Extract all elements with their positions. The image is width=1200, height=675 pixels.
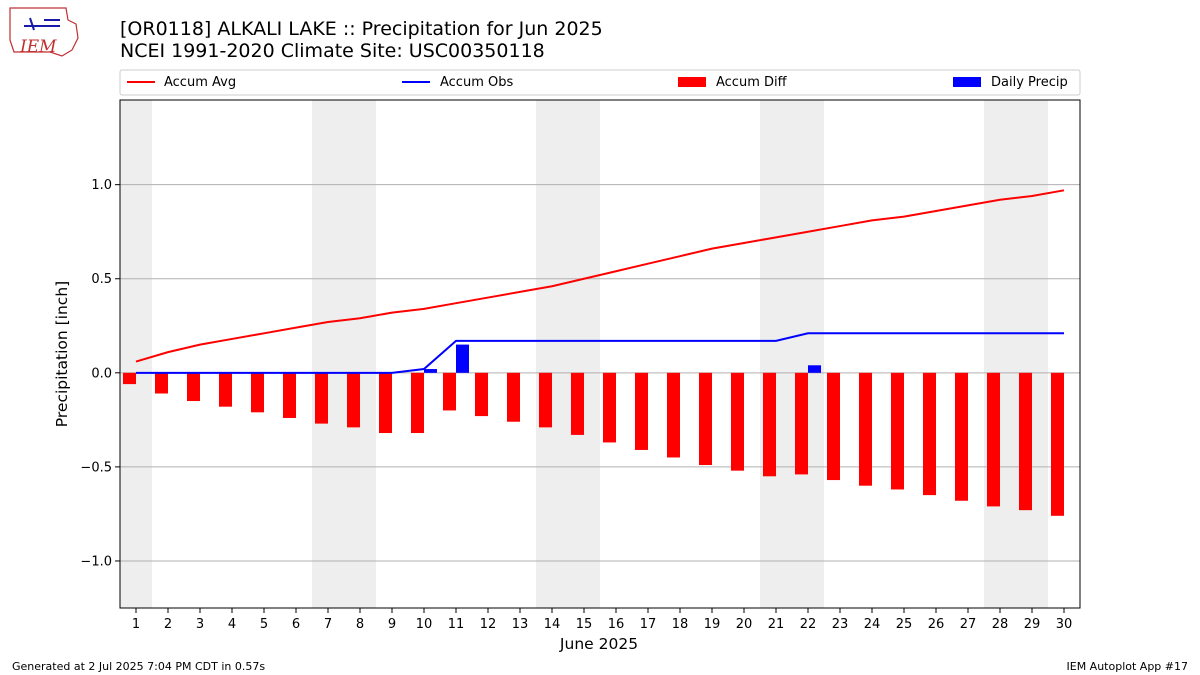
x-tick-label: 4 bbox=[228, 617, 236, 632]
x-tick-label: 17 bbox=[640, 617, 657, 632]
accum-diff-bar bbox=[1051, 372, 1064, 516]
x-tick-label: 7 bbox=[324, 617, 332, 632]
plot-area: −1.0−0.50.00.51.01 2 3 4 5 6 7 8 9 10 11 12 13 14 15 16… bbox=[80, 99, 1081, 632]
accum-diff-bar bbox=[123, 372, 136, 385]
footer-generated: Generated at 2 Jul 2025 7:04 PM CDT in 0… bbox=[12, 660, 265, 673]
daily-precip-bar bbox=[456, 344, 469, 373]
daily-precip-bar bbox=[808, 365, 821, 373]
accum-diff-bar bbox=[475, 372, 488, 417]
x-tick-label: 9 bbox=[388, 617, 396, 632]
weekend-shade bbox=[344, 100, 376, 608]
accum-diff-bar bbox=[859, 372, 872, 486]
legend-label-accum-avg: Accum Avg bbox=[164, 75, 236, 90]
accum-diff-bar bbox=[187, 372, 200, 402]
x-tick-label: 23 bbox=[832, 617, 849, 632]
accum-diff-bar bbox=[731, 372, 744, 471]
chart-title: [OR0118] ALKALI LAKE :: Precipitation fo… bbox=[120, 18, 603, 40]
accum-diff-bar bbox=[1019, 372, 1032, 511]
x-tick-label: 5 bbox=[260, 617, 268, 632]
accum-diff-bar bbox=[219, 372, 232, 407]
x-tick-label: 30 bbox=[1056, 617, 1073, 632]
legend: Accum Avg Accum Obs Accum Diff Daily Pre… bbox=[119, 69, 1081, 96]
accum-obs-line bbox=[136, 332, 1064, 374]
x-tick-label: 20 bbox=[736, 617, 753, 632]
x-tick-label: 29 bbox=[1024, 617, 1041, 632]
accum-diff-bar bbox=[635, 372, 648, 450]
accum-diff-bar bbox=[379, 372, 392, 434]
legend-label-accum-obs: Accum Obs bbox=[440, 75, 513, 90]
x-tick-label: 26 bbox=[928, 617, 945, 632]
weekend-shade bbox=[536, 100, 568, 608]
x-tick-label: 27 bbox=[960, 617, 977, 632]
accum-diff-bar bbox=[283, 372, 296, 418]
x-tick-label: 6 bbox=[292, 617, 300, 632]
x-tick-label: 24 bbox=[864, 617, 881, 632]
x-tick-label: 25 bbox=[896, 617, 913, 632]
x-tick-label: 28 bbox=[992, 617, 1009, 632]
legend-label-accum-diff: Accum Diff bbox=[716, 75, 788, 90]
accum-diff-bar bbox=[507, 372, 520, 422]
x-tick-label: 12 bbox=[480, 617, 497, 632]
x-tick-label: 19 bbox=[704, 617, 721, 632]
x-tick-label: 21 bbox=[768, 617, 785, 632]
y-tick-label: 0.0 bbox=[91, 366, 112, 381]
accum-diff-bar bbox=[539, 372, 552, 428]
x-tick-label: 15 bbox=[576, 617, 593, 632]
x-tick-label: 8 bbox=[356, 617, 364, 632]
y-tick-label: −1.0 bbox=[80, 554, 112, 569]
chart-subtitle: NCEI 1991-2020 Climate Site: USC00350118 bbox=[120, 40, 545, 62]
weekend-shade bbox=[984, 100, 1016, 608]
accum-diff-bar bbox=[155, 372, 168, 394]
weekend-shade bbox=[312, 100, 344, 608]
x-tick-label: 22 bbox=[800, 617, 817, 632]
weekend-shade bbox=[120, 100, 152, 608]
x-tick-label: 13 bbox=[512, 617, 529, 632]
x-tick-label: 14 bbox=[544, 617, 561, 632]
accum-diff-bar bbox=[955, 372, 968, 501]
accum-diff-bar bbox=[699, 372, 712, 466]
accum-diff-bar bbox=[827, 372, 840, 481]
weekend-shade bbox=[792, 100, 824, 608]
accum-diff-bar bbox=[795, 372, 808, 475]
x-tick-label: 2 bbox=[164, 617, 172, 632]
weekend-shade bbox=[568, 100, 600, 608]
accum-diff-bar bbox=[347, 372, 360, 428]
y-tick-label: −0.5 bbox=[80, 460, 112, 475]
accum-diff-bar bbox=[571, 372, 584, 435]
accum-diff-bar bbox=[315, 372, 328, 424]
y-axis-label: Precipitation [inch] bbox=[53, 281, 71, 427]
weekend-shade bbox=[760, 100, 792, 608]
x-tick-label: 10 bbox=[416, 617, 433, 632]
accum-diff-bar bbox=[987, 372, 1000, 507]
footer-app: IEM Autoplot App #17 bbox=[1067, 660, 1189, 673]
legend-swatch-accum-diff bbox=[678, 77, 706, 87]
accum-avg-line bbox=[135, 189, 1065, 363]
accum-diff-bar bbox=[443, 372, 456, 411]
x-tick-label: 3 bbox=[196, 617, 204, 632]
x-tick-label: 18 bbox=[672, 617, 689, 632]
accum-diff-bar bbox=[411, 372, 424, 434]
accum-diff-bar bbox=[603, 372, 616, 443]
x-tick-label: 1 bbox=[132, 617, 140, 632]
legend-swatch-daily-precip bbox=[953, 77, 981, 87]
accum-diff-bar bbox=[667, 372, 680, 458]
plot-frame bbox=[119, 99, 1081, 609]
legend-label-daily-precip: Daily Precip bbox=[991, 75, 1068, 90]
logo-text: IEM bbox=[19, 37, 57, 57]
accum-diff-bar bbox=[251, 372, 264, 413]
x-tick-label: 16 bbox=[608, 617, 625, 632]
iem-logo: IEM bbox=[9, 7, 79, 57]
accum-diff-bar bbox=[923, 372, 936, 496]
accum-diff-bar bbox=[891, 372, 904, 490]
x-axis-label: June 2025 bbox=[559, 635, 638, 653]
daily-precip-bar bbox=[424, 369, 437, 373]
y-tick-label: 0.5 bbox=[91, 272, 112, 287]
weekend-shade bbox=[1016, 100, 1048, 608]
x-tick-label: 11 bbox=[448, 617, 465, 632]
accum-diff-bar bbox=[763, 372, 776, 477]
y-tick-label: 1.0 bbox=[91, 178, 112, 193]
